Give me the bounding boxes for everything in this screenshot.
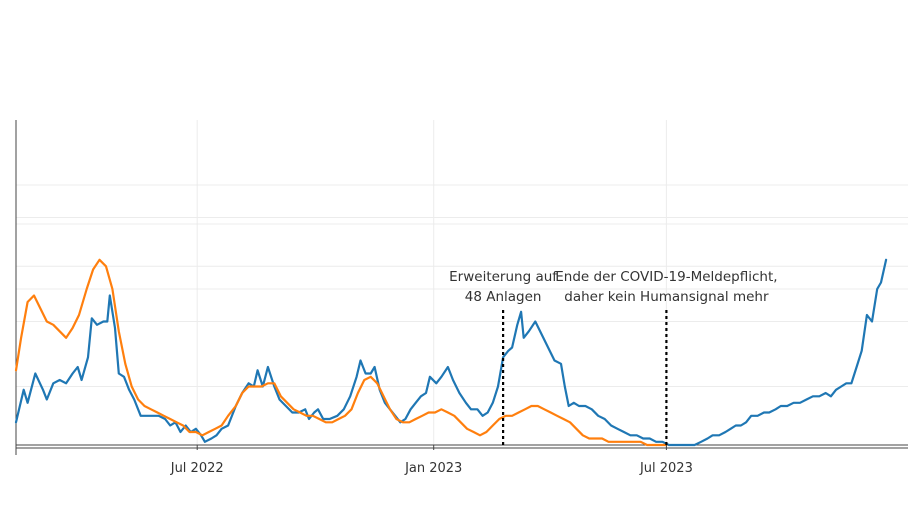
annotation-text-1-0: Ende der COVID-19-Meldepflicht,	[555, 269, 777, 285]
x-tick-label-2: Jul 2023	[639, 461, 693, 476]
grid-layer	[16, 120, 908, 446]
annotation-text-0-0: Erweiterung auf	[449, 269, 558, 285]
annotation-text-1-1: daher kein Humansignal mehr	[564, 289, 769, 305]
x-tick-label-0: Jul 2022	[170, 461, 224, 476]
annotation-text-0-1: 48 Anlagen	[465, 289, 542, 305]
series-line-1	[14, 258, 668, 447]
x-tick-label-1: Jan 2023	[404, 461, 462, 476]
annotation-layer: Erweiterung auf 48 Anlagen Ende der COVID-…	[449, 269, 778, 445]
x-tick-labels: Jul 2022 Jan 2023 Jul 2023	[170, 445, 693, 476]
series-line-0	[14, 258, 888, 447]
axis-layer	[15, 120, 908, 455]
series-layer	[14, 258, 888, 447]
